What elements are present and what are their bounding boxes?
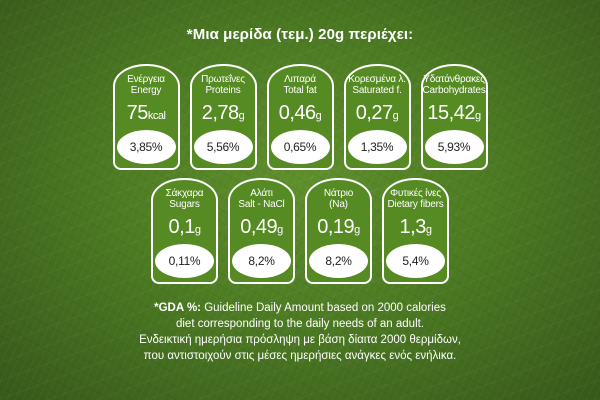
nutrient-name-en: Sugars [169,199,200,210]
nutrient-unit: g [474,110,481,122]
nutrient-unit: kcal [147,110,166,122]
nutrient-label-total-fat: Λιπαρά Total fat 0,46g 0,65% [266,64,334,170]
nutrient-unit: g [238,110,245,122]
nutrient-label-saturated-fat: Κορεσμένα λ. Saturated f. 0,27g 1,35% [343,64,411,170]
nutrient-value: 0,19 [317,216,355,238]
gda-label: *GDA %: [154,302,201,314]
nutrient-value-box: 0,49g [230,216,293,241]
footnote-line-3: Ενδεικτική ημερήσια πρόσληψη με βάση δία… [139,334,461,346]
nutrient-value: 2,78 [201,102,239,124]
nutrient-name-en: (Na) [329,199,348,210]
nutrient-name-en: Dietary fibers [387,199,444,210]
nutrient-value: 0,46 [278,102,316,124]
nutrient-value-box: 0,19g [307,216,370,241]
nutrient-value-box: 0,1g [153,216,216,241]
nutrient-value-box: 1,3g [384,216,447,241]
gda-percent: 8,2% [309,244,368,278]
footnote-line-2: diet corresponding to the daily needs of… [175,318,425,330]
nutrient-label-salt: Αλάτι Salt - NaCl 0,49g 8,2% [228,178,295,284]
nutrient-label-dietary-fibers: Φυτικές ίνες Dietary fibers 1,3g 5,4% [382,178,449,284]
nutrient-name-gr: Αλάτι [250,188,273,199]
nutrient-value-box: 0,46g [269,102,332,127]
nutrient-value: 0,49 [240,216,278,238]
footnote-line-4: που αντιστοιχούν στις μέσες ημερήσιες αν… [143,350,457,362]
nutrient-unit: g [315,110,322,122]
nutrient-value: 1,3 [399,216,427,238]
nutrient-name-gr: Λιπαρά [284,74,316,85]
nutrient-value: 15,42 [427,102,475,124]
gda-percent: 5,4% [386,244,445,278]
nutrient-label-sugars: Σάκχαρα Sugars 0,1g 0,11% [151,178,218,284]
nutrient-name-gr: Πρωτεΐνες [201,74,245,85]
nutrient-name-en: Total fat [283,85,317,96]
gda-percent: 0,65% [270,130,330,164]
gda-percent: 5,93% [424,130,484,164]
nutrient-label-energy: Ενέργεια Energy 75kcal 3,85% [112,64,180,170]
nutrient-unit: g [425,224,432,236]
footnote-line-1: *GDA %: Guideline Daily Amount based on … [0,300,600,316]
nutrient-label-proteins: Πρωτεΐνες Proteins 2,78g 5,56% [189,64,257,170]
nutrient-value: 0,27 [355,102,393,124]
nutrient-value: 0,1 [168,216,196,238]
nutrient-name-gr: Υδατάνθρακες [423,74,485,85]
nutrient-label-carbohydrates: Υδατάνθρακες Carbohydrates 15,42g 5,93% [420,64,488,170]
nutrient-name-en: Proteins [205,85,241,96]
gda-percent: 3,85% [116,130,176,164]
nutrient-value-box: 2,78g [192,102,255,127]
nutrient-row-2: Σάκχαρα Sugars 0,1g 0,11% Αλάτι Salt - N… [0,178,600,284]
nutrient-unit: g [392,110,399,122]
gda-percent: 8,2% [232,244,291,278]
gda-percent: 1,35% [347,130,407,164]
nutrient-value-box: 0,27g [346,102,409,127]
nutrient-name-gr: Σάκχαρα [165,188,204,199]
nutrient-name-gr: Νάτριο [323,188,354,199]
nutrient-name-en: Carbohydrates [422,85,486,96]
gda-percent: 5,56% [193,130,253,164]
nutrient-value: 75 [126,102,149,124]
nutrient-name-gr: Φυτικές ίνες [390,188,441,199]
nutrient-row-1: Ενέργεια Energy 75kcal 3,85% Πρωτεΐνες P… [0,64,600,170]
nutrient-unit: g [194,224,201,236]
nutrient-unit: g [354,224,360,236]
gda-footnote: *GDA %: Guideline Daily Amount based on … [0,300,600,364]
nutrient-name-en: Energy [130,85,162,96]
nutrient-value-box: 15,42g [423,102,486,127]
nutrient-value-box: 75kcal [115,102,178,127]
footnote-text: Guideline Daily Amount based on 2000 cal… [201,302,446,314]
gda-percent: 0,11% [155,244,214,278]
nutrient-name-gr: Κορεσμένα λ. [348,74,406,85]
nutrient-name-en: Salt - NaCl [238,199,285,210]
nutrient-unit: g [277,224,283,236]
nutrient-label-sodium: Νάτριο (Na) 0,19g 8,2% [305,178,372,284]
serving-title: *Μια μερίδα (τεμ.) 20g περιέχει: [186,26,414,43]
nutrient-name-gr: Ενέργεια [127,74,165,85]
nutrient-name-en: Saturated f. [352,85,402,96]
